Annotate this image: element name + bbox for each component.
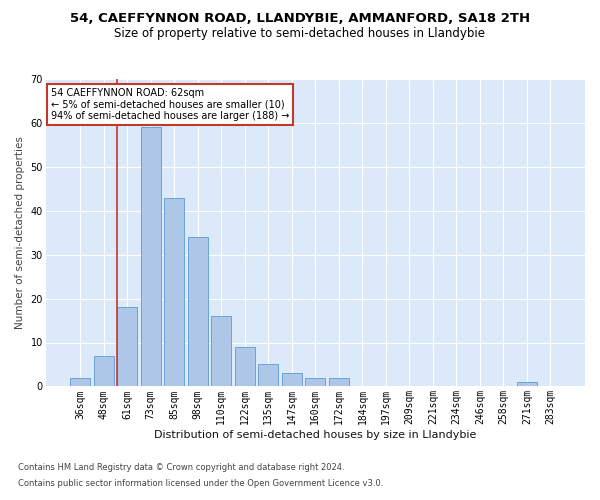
X-axis label: Distribution of semi-detached houses by size in Llandybie: Distribution of semi-detached houses by … bbox=[154, 430, 476, 440]
Bar bbox=[211, 316, 231, 386]
Bar bbox=[235, 347, 255, 387]
Bar bbox=[305, 378, 325, 386]
Bar bbox=[259, 364, 278, 386]
Bar bbox=[188, 237, 208, 386]
Bar bbox=[517, 382, 537, 386]
Bar bbox=[282, 373, 302, 386]
Y-axis label: Number of semi-detached properties: Number of semi-detached properties bbox=[15, 136, 25, 329]
Bar bbox=[117, 308, 137, 386]
Text: 54, CAEFFYNNON ROAD, LLANDYBIE, AMMANFORD, SA18 2TH: 54, CAEFFYNNON ROAD, LLANDYBIE, AMMANFOR… bbox=[70, 12, 530, 26]
Bar bbox=[141, 128, 161, 386]
Bar bbox=[70, 378, 90, 386]
Bar bbox=[94, 356, 114, 386]
Text: Contains public sector information licensed under the Open Government Licence v3: Contains public sector information licen… bbox=[18, 478, 383, 488]
Text: 54 CAEFFYNNON ROAD: 62sqm
← 5% of semi-detached houses are smaller (10)
94% of s: 54 CAEFFYNNON ROAD: 62sqm ← 5% of semi-d… bbox=[51, 88, 289, 122]
Text: Contains HM Land Registry data © Crown copyright and database right 2024.: Contains HM Land Registry data © Crown c… bbox=[18, 464, 344, 472]
Bar bbox=[329, 378, 349, 386]
Bar bbox=[164, 198, 184, 386]
Text: Size of property relative to semi-detached houses in Llandybie: Size of property relative to semi-detach… bbox=[115, 28, 485, 40]
